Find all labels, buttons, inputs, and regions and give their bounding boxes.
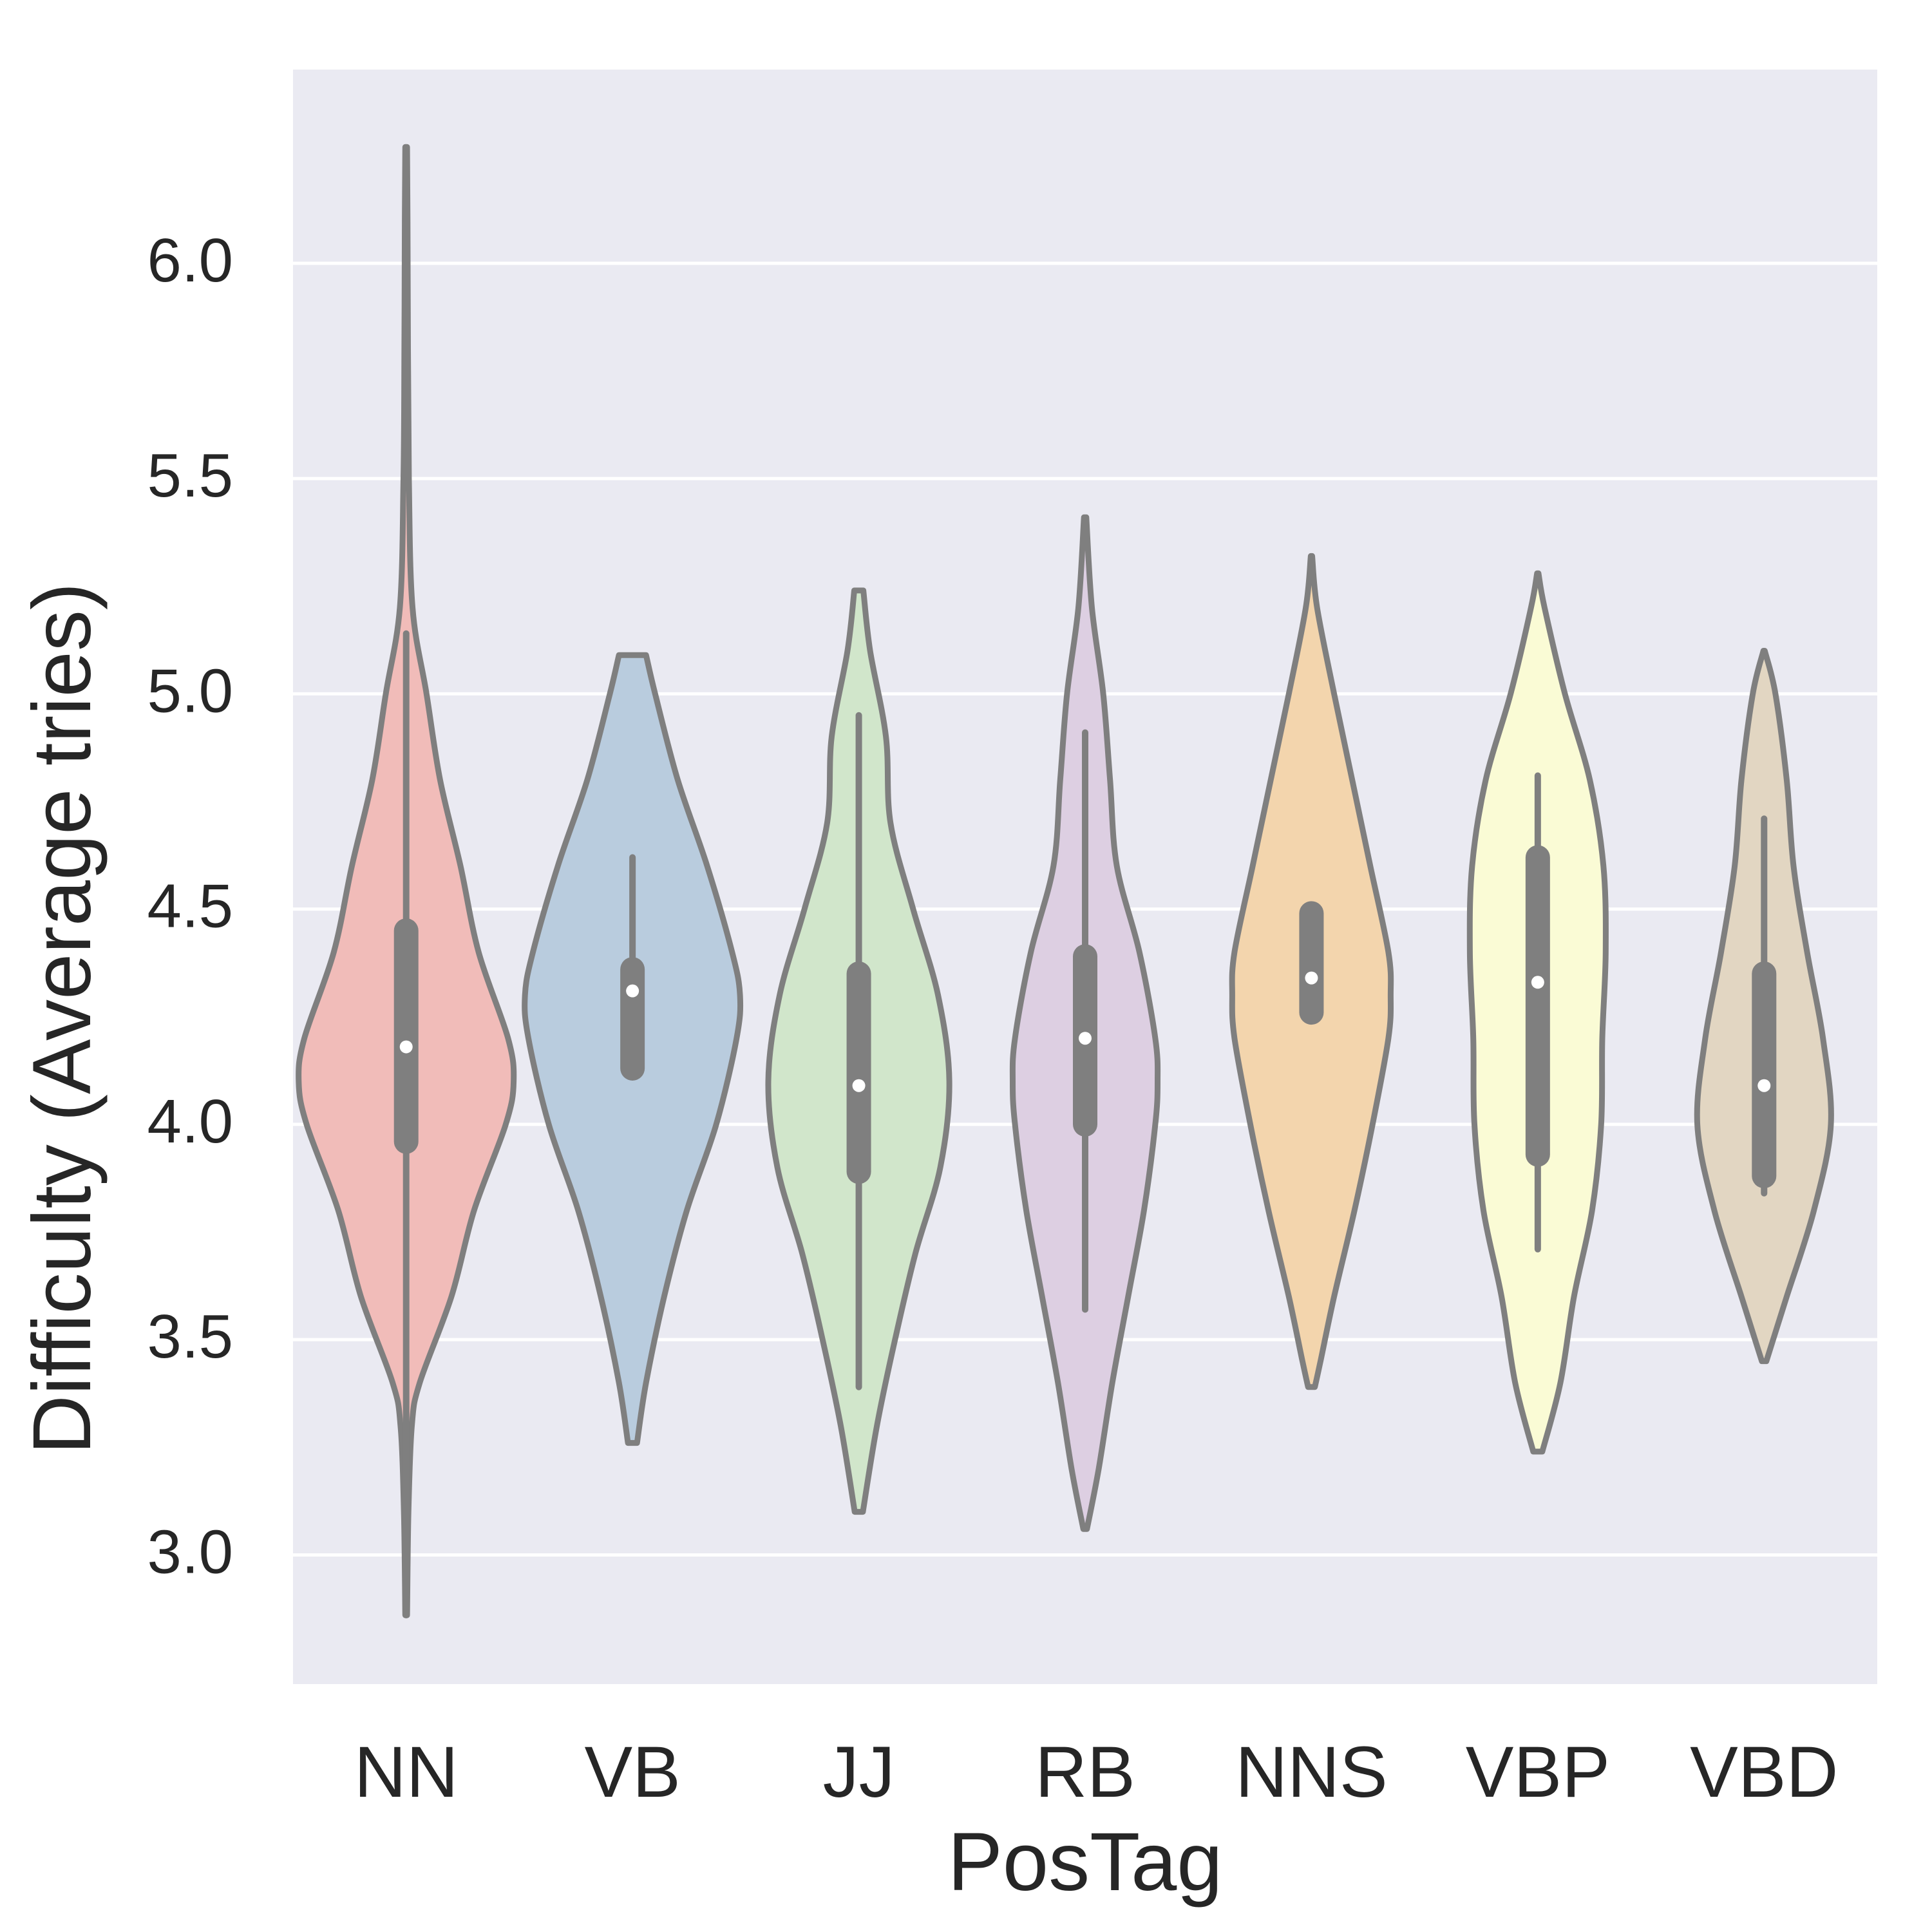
x-tick-label: NN <box>354 1732 459 1812</box>
x-tick-label: VBD <box>1690 1732 1838 1812</box>
violin-median-dot <box>1305 971 1318 985</box>
violin-nn <box>296 144 517 1619</box>
y-tick-label: 3.0 <box>147 1517 233 1586</box>
violin-vbp <box>1466 570 1609 1455</box>
x-tick-labels: NN VB JJ RB NNS VBP VBD <box>354 1732 1839 1812</box>
x-tick-label: NNS <box>1235 1732 1387 1812</box>
violin-median-dot <box>626 984 639 998</box>
violins <box>296 144 1834 1619</box>
violin-vbd <box>1694 648 1834 1365</box>
y-tick-label: 5.0 <box>147 656 233 725</box>
x-axis-title: PosTag <box>948 1816 1223 1908</box>
violin-vb <box>522 652 744 1446</box>
x-tick-label: RB <box>1035 1732 1135 1812</box>
violin-jj <box>765 587 952 1515</box>
y-tick-label: 3.5 <box>147 1302 233 1371</box>
violin-median-dot <box>852 1079 866 1092</box>
y-tick-labels: 3.0 3.5 4.0 4.5 5.0 5.5 6.0 <box>147 226 233 1587</box>
y-tick-label: 5.5 <box>147 441 233 510</box>
violin-rb <box>1009 514 1161 1532</box>
y-tick-label: 4.5 <box>147 872 233 941</box>
violin-median-dot <box>1757 1079 1771 1092</box>
x-tick-label: VB <box>584 1732 680 1812</box>
x-tick-label: JJ <box>823 1732 895 1812</box>
x-tick-label: VBP <box>1466 1732 1610 1812</box>
violin-median-dot <box>1531 976 1544 989</box>
y-axis-title: Difficulty (Average tries) <box>16 583 108 1455</box>
violin-nns <box>1229 553 1394 1390</box>
y-tick-label: 6.0 <box>147 226 233 295</box>
violin-median-dot <box>1079 1032 1092 1045</box>
violin-median-dot <box>399 1040 413 1054</box>
y-tick-label: 4.0 <box>147 1087 233 1156</box>
